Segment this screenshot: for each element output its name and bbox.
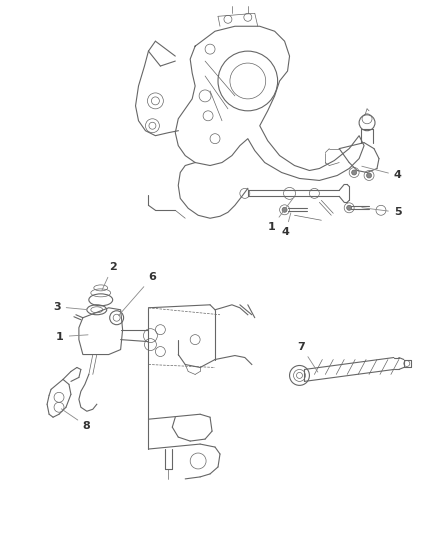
Text: 6: 6 <box>119 272 156 316</box>
Text: 5: 5 <box>362 207 402 217</box>
Text: 4: 4 <box>362 166 402 181</box>
Text: 7: 7 <box>297 342 318 372</box>
Circle shape <box>367 173 371 178</box>
Text: 3: 3 <box>53 302 86 312</box>
Circle shape <box>282 207 287 212</box>
Circle shape <box>347 205 352 211</box>
Text: 8: 8 <box>61 409 91 431</box>
Text: 1: 1 <box>56 332 88 342</box>
Text: 1: 1 <box>268 199 293 232</box>
Circle shape <box>352 170 357 175</box>
Text: 4: 4 <box>282 213 291 237</box>
Text: 2: 2 <box>102 262 117 290</box>
